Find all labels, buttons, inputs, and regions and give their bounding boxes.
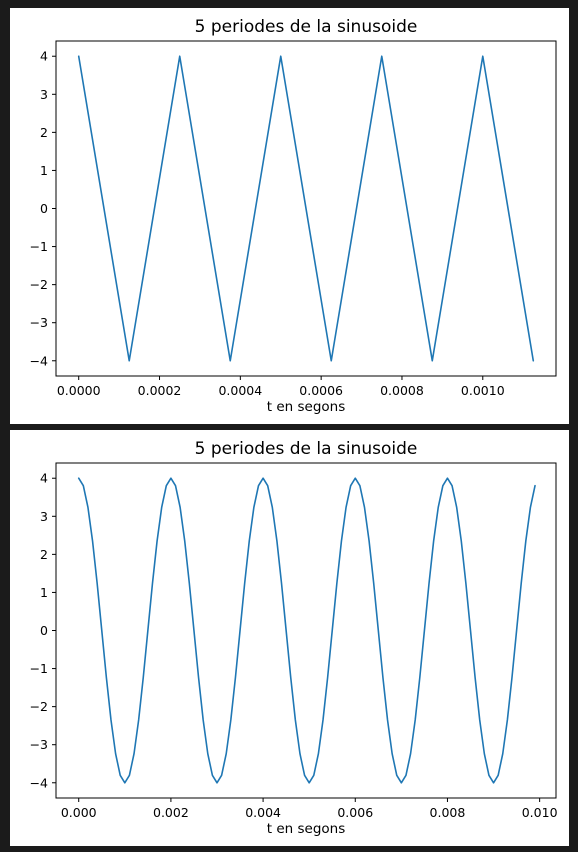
y-tick-label: 2 <box>40 547 48 562</box>
y-tick-label: 3 <box>40 509 48 524</box>
y-tick-label: 3 <box>40 87 48 102</box>
chart-title: 5 periodes de la sinusoide <box>195 17 418 37</box>
y-tick-label: 0 <box>40 201 48 216</box>
x-tick-label: 0.000 <box>61 805 97 820</box>
plot-frame <box>55 462 557 799</box>
chart-title: 5 periodes de la sinusoide <box>195 439 418 459</box>
x-tick-label: 0.010 <box>522 805 558 820</box>
y-tick-label: −2 <box>30 699 48 714</box>
y-tick-label: −2 <box>30 277 48 292</box>
y-tick-label: −1 <box>30 661 48 676</box>
chart-svg-top: 5 periodes de la sinusoide 4 3 2 1 0 −1 −2 −3 −4… <box>30 17 557 415</box>
y-tick-label: 0 <box>40 623 48 638</box>
y-axis: 4 3 2 1 0 −1 −2 −3 −4 <box>30 471 56 790</box>
x-tick-label: 0.0008 <box>380 383 424 398</box>
y-tick-label: −1 <box>30 239 48 254</box>
y-tick-label: 1 <box>40 163 48 178</box>
chart-panel-top: 5 periodes de la sinusoide 4 3 2 1 0 −1 −2 −3 −4… <box>10 8 569 424</box>
y-tick-label: −3 <box>30 315 48 330</box>
x-tick-label: 0.0006 <box>299 383 343 398</box>
x-tick-label: 0.0010 <box>461 383 505 398</box>
series-group <box>77 55 535 362</box>
x-tick-label: 0.0002 <box>138 383 182 398</box>
x-axis-label: t en segons <box>267 821 346 837</box>
y-tick-label: −4 <box>30 775 48 790</box>
x-tick-label: 0.0004 <box>218 383 262 398</box>
y-tick-label: 4 <box>40 49 48 64</box>
series-group <box>77 477 536 784</box>
x-axis: 0.000 0.002 0.004 0.006 0.008 0.010 <box>61 798 558 820</box>
x-tick-label: 0.002 <box>153 805 189 820</box>
y-tick-label: −4 <box>30 353 48 368</box>
y-tick-label: 1 <box>40 585 48 600</box>
x-axis-label: t en segons <box>267 399 346 415</box>
series-line <box>77 477 536 784</box>
y-tick-label: −3 <box>30 737 48 752</box>
y-tick-label: 4 <box>40 471 48 486</box>
x-tick-label: 0.008 <box>430 805 466 820</box>
y-axis: 4 3 2 1 0 −1 −2 −3 −4 <box>30 49 56 368</box>
y-tick-label: 2 <box>40 125 48 140</box>
chart-svg-bottom: 5 periodes de la sinusoide 4 3 2 1 0 −1 −2 −3 −4… <box>30 439 558 837</box>
x-tick-label: 0.0000 <box>57 383 101 398</box>
chart-panel-bottom: 5 periodes de la sinusoide 4 3 2 1 0 −1 −2 −3 −4… <box>10 430 569 846</box>
series-line <box>77 55 535 362</box>
x-tick-label: 0.006 <box>337 805 373 820</box>
x-axis: 0.0000 0.0002 0.0004 0.0006 0.0008 0.0010 <box>57 376 505 398</box>
x-tick-label: 0.004 <box>245 805 281 820</box>
